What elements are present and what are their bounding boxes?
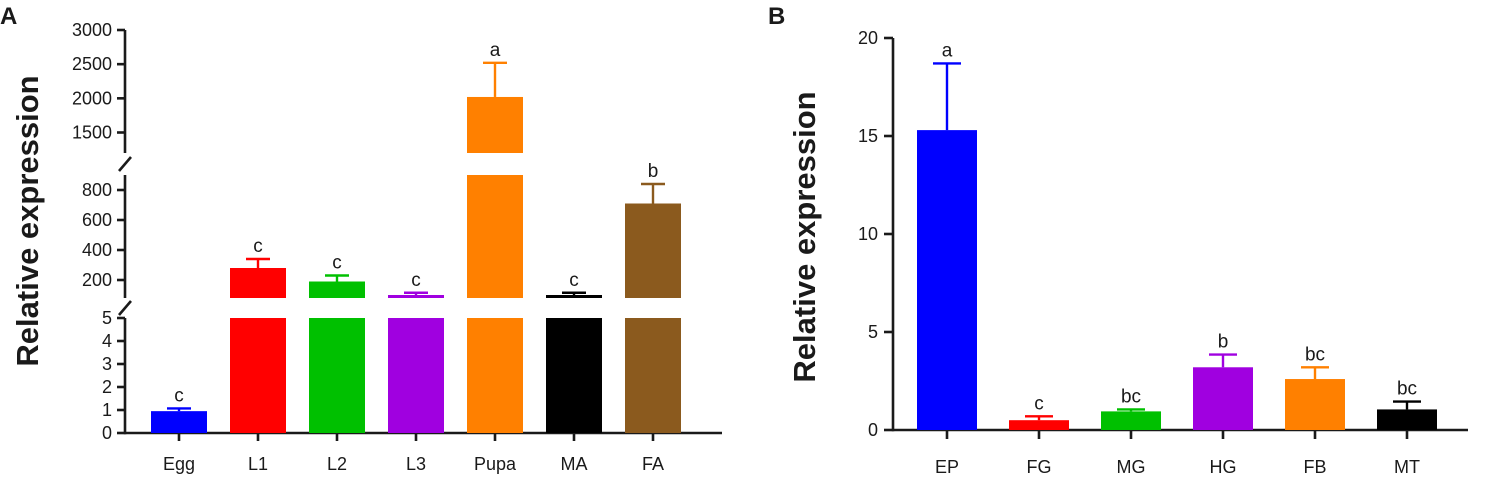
panel-b-bar-fg: [1009, 420, 1069, 430]
panel-a-bar-pupa: [467, 96, 523, 153]
panel-a-y-tick-label: 1500: [72, 123, 112, 143]
panel-a-bar-l1: [230, 268, 286, 298]
panel-a-bar-l3: [388, 295, 444, 298]
panel-a-bar-l3: [388, 318, 444, 433]
panel-a-axis-break-0: [118, 300, 132, 316]
panel-a: A Relative expression 0 1 2 3 4 5 200 400 600 800…: [0, 3, 722, 474]
panel-a-significance-label: c: [253, 236, 263, 257]
panel-a-y-tick-label: 1: [102, 400, 112, 420]
panel-b-significance-label: a: [942, 40, 953, 61]
panel-a-bar-l1: [230, 318, 286, 433]
panel-a-category-label: L1: [248, 454, 268, 474]
panel-a-y-tick-label: 2000: [72, 88, 112, 108]
panel-a-bar-egg: [151, 411, 207, 433]
panel-a-y-axis-label: Relative expression: [10, 75, 45, 366]
panel-a-bar-ma: [546, 318, 602, 433]
panel-a-bar-pupa: [467, 175, 523, 298]
panel-b-label: B: [768, 3, 785, 30]
panel-b-y-tick-label: 10: [858, 224, 878, 244]
panel-a-significance-label: c: [411, 270, 421, 291]
panel-a-label: A: [0, 3, 17, 30]
panel-a-y-tick-label: 400: [82, 240, 112, 260]
panel-a-bar-fa: [625, 318, 681, 433]
panel-a-significance-label: c: [332, 253, 342, 274]
panel-b-significance-label: c: [1034, 393, 1044, 414]
panel-a-bar-pupa: [467, 318, 523, 433]
panel-a-y-tick-label: 800: [82, 180, 112, 200]
panel-a-significance-label: c: [569, 270, 579, 291]
panel-a-bars: c c c c a c b: [151, 40, 681, 433]
panel-b: B Relative expression 0 5 10 15 20 a c bc b bc bc…: [768, 3, 1468, 477]
panel-b-y-tick-label: 5: [868, 322, 878, 342]
panel-a-y-tick-label: 0: [102, 423, 112, 443]
panel-a-bar-l2: [309, 318, 365, 433]
panel-a-y-tick-label: 600: [82, 210, 112, 230]
panel-a-category-label: L2: [327, 454, 347, 474]
panel-a-category-label: MA: [561, 454, 588, 474]
panel-b-y-ticks: 0 5 10 15 20: [858, 28, 893, 440]
panel-a-bar-fa: [625, 203, 681, 298]
panel-b-significance-label: bc: [1121, 386, 1141, 407]
panel-a-y-tick-label: 2500: [72, 54, 112, 74]
panel-a-y-tick-label: 2: [102, 377, 112, 397]
panel-a-y-tick-label: 200: [82, 270, 112, 290]
panel-a-category-label: FA: [642, 454, 664, 474]
panel-a-significance-label: a: [490, 40, 501, 61]
panel-b-axes: [891, 38, 1468, 432]
panel-b-category-label: MT: [1394, 457, 1420, 477]
panel-a-x-tick-labels: Egg L1 L2 L3 Pupa MA FA: [163, 433, 664, 474]
panel-b-bar-hg: [1193, 367, 1253, 430]
panel-b-category-label: FB: [1303, 457, 1326, 477]
panel-a-bar-ma: [546, 295, 602, 298]
panel-a-category-label: L3: [406, 454, 426, 474]
panel-a-category-label: Egg: [163, 454, 195, 474]
panel-b-y-axis-label: Relative expression: [787, 91, 822, 382]
panel-a-category-label: Pupa: [474, 454, 517, 474]
panel-a-y-tick-label: 5: [102, 308, 112, 328]
panel-b-y-tick-label: 20: [858, 28, 878, 48]
panel-b-bar-mg: [1101, 411, 1161, 430]
panel-a-y-ticks: 0 1 2 3 4 5 200 400 600 800 1500 2000 2500 3000: [72, 20, 125, 443]
panel-b-y-tick-label: 0: [868, 420, 878, 440]
panel-a-bar-l2: [309, 281, 365, 298]
panel-b-y-tick-label: 15: [858, 126, 878, 146]
panel-a-significance-label: c: [174, 385, 184, 406]
panel-b-significance-label: bc: [1397, 379, 1417, 400]
panel-a-axis-break-1: [118, 156, 132, 172]
panel-b-bar-ep: [917, 130, 977, 430]
panel-b-bars: a c bc b bc bc: [917, 40, 1437, 430]
panel-b-bar-fb: [1285, 379, 1345, 430]
panel-a-y-tick-label: 3000: [72, 20, 112, 40]
panel-b-significance-label: bc: [1305, 344, 1325, 365]
panel-b-significance-label: b: [1218, 332, 1229, 353]
panel-a-y-tick-label: 4: [102, 331, 112, 351]
panel-b-category-label: FG: [1027, 457, 1052, 477]
panel-b-category-label: HG: [1210, 457, 1237, 477]
panel-b-category-label: EP: [935, 457, 959, 477]
panel-a-significance-label: b: [648, 161, 659, 182]
panel-b-x-tick-labels: EP FG MG HG FB MT: [935, 430, 1420, 477]
panel-a-y-tick-label: 3: [102, 354, 112, 374]
panel-b-category-label: MG: [1117, 457, 1146, 477]
panel-b-bar-mt: [1377, 409, 1437, 430]
